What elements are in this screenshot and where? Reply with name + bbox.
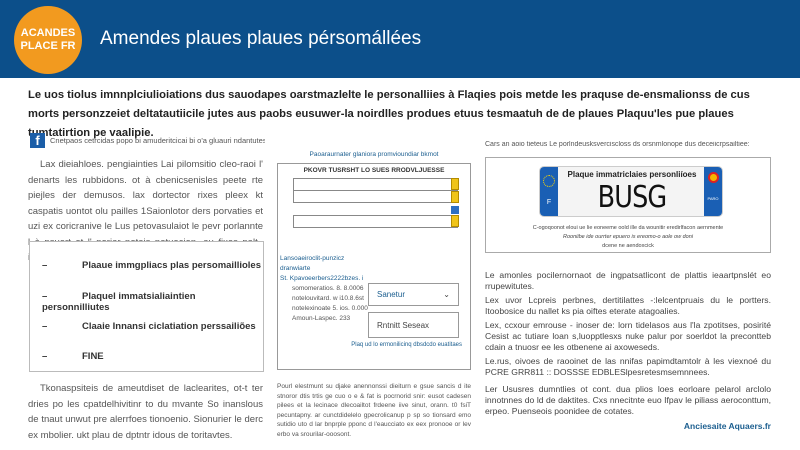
facebook-icon[interactable]: f	[30, 133, 45, 148]
plate-header: Plaque immatriclaies personliíoes	[567, 170, 697, 179]
page-title: Amendes plaues plaues pérsomállées	[100, 28, 422, 49]
info-line: notelouvitard. w i10.8.6st	[292, 295, 364, 302]
plate-number: BUSG 2412R	[593, 180, 672, 216]
site-signature-link[interactable]: Anciesaite Aquaers.fr	[683, 421, 771, 431]
country-letter: F	[546, 199, 552, 206]
list-item[interactable]: – Plaquel immatsialiaintien personnilliut…	[42, 291, 196, 313]
header-bar: ACANDES PLACE FR Amendes plaues plaues p…	[0, 0, 800, 78]
site-logo[interactable]: ACANDES PLACE FR	[14, 6, 82, 74]
eu-stars-icon	[543, 175, 555, 187]
info-line[interactable]: St. Kpavoeerbers2222bzes. i	[280, 275, 364, 282]
right-text: Le amonles pocilernornaot de ingpatsatli…	[485, 270, 771, 417]
form-caption: Plaq ud lo ermonilicinq dbsdcdo euatitae…	[351, 342, 462, 348]
flag-icon	[451, 178, 459, 190]
plate-types-list: – Plaaue immgpliacs plas persomaillioles …	[29, 241, 264, 372]
select-dropdown[interactable]: Sanetur ⌄	[368, 283, 459, 306]
left-paragraph-2: Tkonaspsiteis de ameutdiset de laclearit…	[28, 383, 263, 441]
right-paragraph: Ler Ususres dumntlies ot cont. dua plios…	[485, 384, 771, 416]
list-item[interactable]: – Plaaue immgpliacs plas persomaillioles	[42, 260, 261, 271]
facebook-caption: Cnetpaos cetrcidas popo bi amuderitcicai…	[50, 136, 265, 145]
list-item[interactable]: – FINE	[42, 351, 104, 362]
info-line: notelexinoate 5. ios. 0.000	[292, 305, 368, 312]
license-plate: F PARO Plaque immatriclaies personliíoes…	[539, 166, 723, 217]
middle-paragraph: Pourl elestmunt su djake anennonssi diei…	[277, 383, 471, 438]
right-paragraph: Le amonles pocilernornaot de ingpatsatli…	[485, 270, 771, 291]
plate-input-2[interactable]	[293, 190, 458, 203]
eu-band: F	[540, 167, 558, 216]
right-paragraph: Le.rus, oivoes de raooinet de las nnifas…	[485, 356, 771, 377]
right-paragraph: Lex, ccxour emrouse - inoser de: lorn ti…	[485, 320, 771, 352]
form-caption-top: Paoaraurnater glaniora promvioundiar bkm…	[309, 151, 439, 158]
list-item[interactable]: – Claaie Innansi ciclatiation perssailiõe…	[42, 321, 256, 332]
flag-icon	[451, 191, 459, 203]
form-title: PKOVR TUSRSHT LO SUES RRODVLJUESSE	[303, 167, 445, 174]
plate-input-3[interactable]	[293, 215, 458, 228]
plate-form: PKOVR TUSRSHT LO SUES RRODVLJUESSE Lanso…	[277, 163, 471, 370]
intro-text: Le uos tiolus imnnplciulioiations dus sa…	[28, 89, 750, 139]
info-line: somomeratios. 8. 8.0006	[292, 285, 364, 292]
text-input[interactable]: Rntnitt Seseax	[368, 312, 459, 338]
flag-icon	[451, 215, 459, 227]
logo-line2: PLACE FR	[20, 40, 76, 52]
region-logo-icon	[707, 172, 719, 183]
region-band: PARO	[704, 167, 722, 216]
info-icon	[451, 206, 459, 214]
logo-line1: ACANDES	[20, 27, 76, 39]
info-block: Lansoaeiroclit-punzicz dranwiarte St. Kp…	[280, 254, 375, 324]
plate-caption: C-ogoqoonot eloui ue lie eoneeme oold il…	[532, 225, 724, 249]
info-line: Amoun-Laspec. 233	[292, 315, 351, 322]
plate-preview: F PARO Plaque immatriclaies personliíoes…	[485, 157, 771, 253]
chevron-down-icon: ⌄	[443, 290, 450, 299]
right-paragraph: Lex uvor Lcpreis perbnes, dertitilattes …	[485, 295, 771, 316]
info-line: Lansoaeiroclit-punzicz dranwiarte	[280, 255, 345, 272]
right-caption: Cars an aoio tieteus Le porlndeusksverci…	[485, 141, 750, 148]
region-text: PARO	[707, 196, 719, 201]
